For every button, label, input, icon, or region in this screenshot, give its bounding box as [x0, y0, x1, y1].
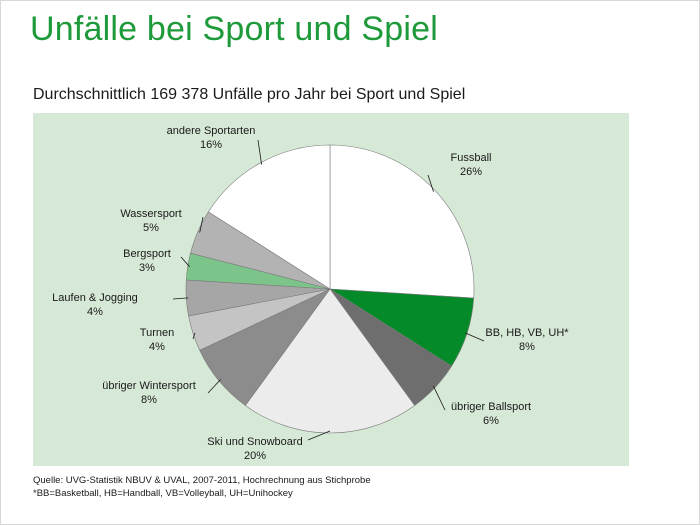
- slice-percent-label: 20%: [244, 450, 266, 462]
- slice-label: BB, HB, VB, UH*: [485, 327, 569, 339]
- chart-subtitle: Durchschnittlich 169 378 Unfälle pro Jah…: [33, 86, 466, 103]
- slice-percent-label: 4%: [149, 341, 165, 353]
- slice-label: Turnen: [140, 327, 174, 339]
- pie-slice: [329, 144, 475, 299]
- slice-percent-label: 4%: [87, 306, 103, 318]
- source-note: Quelle: UVG-Statistik NBUV & UVAL, 2007-…: [33, 475, 371, 500]
- chart-panel: Fussball 26% BB, HB, VB, UH* 8% übriger Ball…: [33, 113, 629, 466]
- slice-percent-label: 8%: [519, 341, 535, 353]
- slice-label: Wassersport: [120, 208, 181, 220]
- slice-percent-label: 26%: [460, 166, 482, 178]
- leader-line: [427, 174, 434, 192]
- source-line: Quelle: UVG-Statistik NBUV & UVAL, 2007-…: [33, 475, 371, 486]
- pie-slice: [244, 288, 416, 434]
- leader-line: [180, 256, 190, 268]
- slice-label: Laufen & Jogging: [52, 292, 138, 304]
- slice-label: Fussball: [451, 152, 492, 164]
- abbreviation-note: *BB=Basketball, HB=Handball, VB=Volleyba…: [33, 487, 293, 499]
- slice-percent-label: 3%: [139, 262, 155, 274]
- leader-line: [192, 332, 196, 340]
- slice-label: übriger Ballsport: [451, 401, 531, 413]
- leader-line: [464, 332, 485, 342]
- slide-title: Unfälle bei Sport und Spiel: [30, 10, 438, 48]
- slice-percent-label: 6%: [483, 415, 499, 427]
- slice-percent-label: 5%: [143, 222, 159, 234]
- leader-line: [257, 139, 262, 165]
- slice-label: Bergsport: [123, 248, 171, 260]
- leader-line: [172, 297, 189, 300]
- slice-label: Ski und Snowboard: [207, 436, 302, 448]
- slice-percent-label: 16%: [200, 139, 222, 151]
- leader-line: [199, 216, 204, 233]
- slice-percent-label: 8%: [141, 394, 157, 406]
- leader-line: [307, 430, 331, 441]
- pie-slice: [208, 144, 331, 290]
- slice-label: andere Sportarten: [167, 125, 256, 137]
- pie-chart: Fussball 26% BB, HB, VB, UH* 8% übriger Ball…: [52, 125, 569, 462]
- leader-line: [433, 386, 446, 411]
- slice-label: übriger Wintersport: [102, 380, 196, 392]
- leader-line: [207, 379, 221, 394]
